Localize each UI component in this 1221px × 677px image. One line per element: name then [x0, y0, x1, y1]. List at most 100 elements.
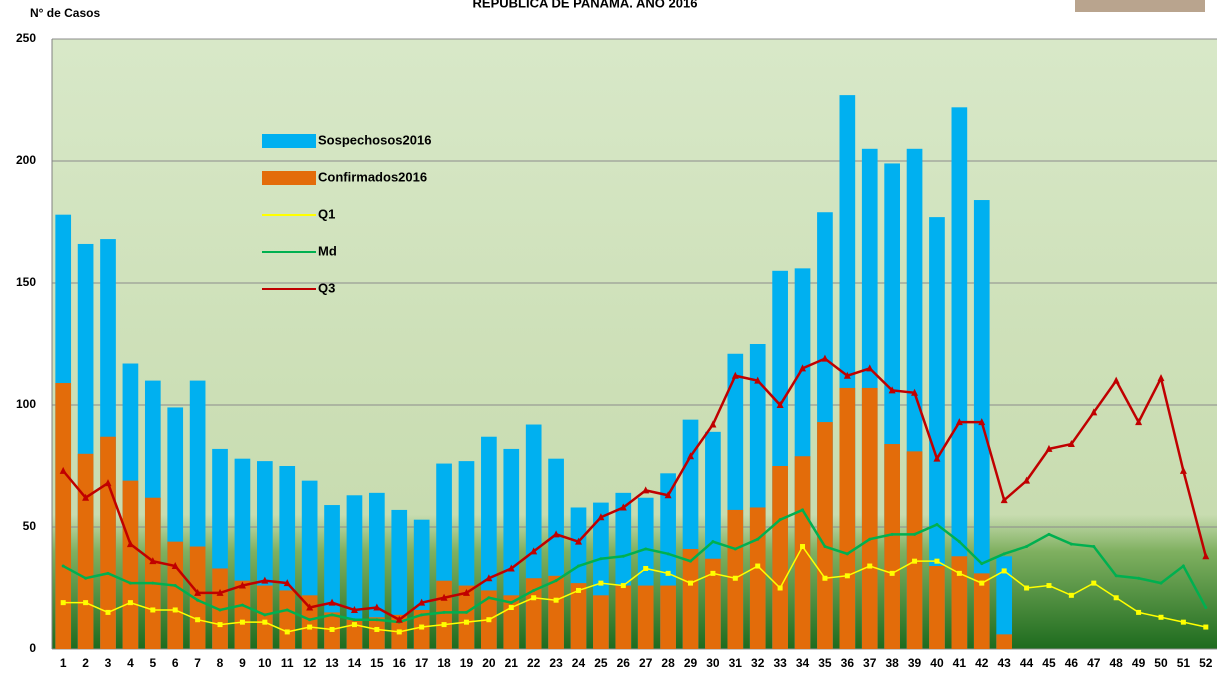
marker — [530, 547, 538, 555]
bar — [77, 453, 94, 649]
bar — [100, 436, 116, 649]
marker — [933, 454, 941, 462]
marker — [508, 605, 514, 611]
marker — [1046, 583, 1052, 589]
marker — [128, 581, 132, 585]
x-tick-label: 34 — [796, 656, 810, 670]
marker — [1203, 624, 1209, 630]
marker — [1023, 476, 1031, 484]
marker — [866, 364, 874, 372]
marker — [351, 622, 357, 628]
marker — [218, 608, 222, 612]
marker — [552, 530, 560, 538]
marker — [867, 563, 873, 569]
x-tick-label: 46 — [1065, 656, 1079, 670]
marker — [1180, 619, 1186, 625]
x-tick-label: 41 — [953, 656, 967, 670]
marker — [1158, 614, 1164, 620]
marker — [644, 547, 648, 551]
bar — [794, 456, 811, 649]
marker — [350, 605, 358, 613]
bar — [458, 585, 475, 649]
marker — [621, 554, 625, 558]
marker — [890, 532, 894, 536]
x-tick-label: 4 — [127, 656, 134, 670]
bar — [929, 566, 945, 649]
x-tick-label: 13 — [325, 656, 339, 670]
bar — [369, 617, 385, 649]
marker — [1091, 580, 1097, 586]
bar — [973, 573, 990, 649]
marker — [731, 371, 739, 379]
marker — [1092, 545, 1096, 549]
bar — [615, 585, 632, 649]
marker — [957, 540, 961, 544]
marker — [352, 618, 356, 622]
bar — [167, 541, 184, 649]
x-tick-label: 40 — [930, 656, 944, 670]
x-tick-label: 9 — [239, 656, 246, 670]
x-tick-label: 48 — [1110, 656, 1124, 670]
marker — [666, 552, 670, 556]
marker — [889, 570, 895, 576]
marker — [127, 600, 133, 606]
marker — [1025, 545, 1029, 549]
marker — [912, 558, 918, 564]
bar — [122, 480, 139, 649]
marker — [642, 486, 650, 494]
x-tick-label: 16 — [393, 656, 407, 670]
marker — [441, 622, 447, 628]
y-tick-label: 250 — [16, 31, 36, 45]
y-tick-label: 50 — [23, 519, 37, 533]
marker — [1135, 418, 1143, 426]
x-tick-label: 29 — [684, 656, 698, 670]
x-tick-label: 49 — [1132, 656, 1146, 670]
bar — [884, 444, 900, 649]
bar — [234, 580, 251, 649]
marker — [106, 571, 110, 575]
line — [62, 508, 1207, 624]
marker — [597, 513, 605, 521]
marker — [485, 574, 493, 582]
marker — [619, 503, 627, 511]
marker — [104, 479, 112, 487]
marker — [306, 603, 314, 611]
x-tick-label: 25 — [594, 656, 608, 670]
x-tick-label: 33 — [773, 656, 787, 670]
marker — [284, 629, 290, 635]
marker — [261, 576, 269, 584]
x-tick-label: 39 — [908, 656, 922, 670]
marker — [843, 371, 851, 379]
marker — [935, 523, 939, 527]
marker — [463, 619, 469, 625]
marker — [105, 609, 111, 615]
marker — [263, 613, 267, 617]
marker — [1112, 376, 1120, 384]
bar — [951, 107, 968, 649]
bar — [839, 387, 856, 649]
bar — [301, 595, 318, 649]
bar — [256, 585, 273, 649]
marker — [755, 563, 761, 569]
marker — [979, 580, 985, 586]
marker — [665, 570, 671, 576]
marker — [328, 598, 336, 606]
marker — [487, 596, 491, 600]
bar — [55, 383, 72, 649]
bar — [637, 585, 654, 649]
marker — [689, 559, 693, 563]
marker — [442, 610, 446, 614]
marker — [553, 597, 559, 603]
bar — [144, 497, 161, 649]
bar — [951, 556, 968, 649]
marker — [711, 540, 715, 544]
marker — [956, 570, 962, 576]
marker — [799, 364, 807, 372]
marker — [126, 540, 134, 548]
marker — [710, 570, 716, 576]
marker — [150, 607, 156, 613]
marker — [171, 562, 179, 570]
x-tick-label: 21 — [505, 656, 519, 670]
marker — [868, 537, 872, 541]
y-tick-label: 150 — [16, 275, 36, 289]
